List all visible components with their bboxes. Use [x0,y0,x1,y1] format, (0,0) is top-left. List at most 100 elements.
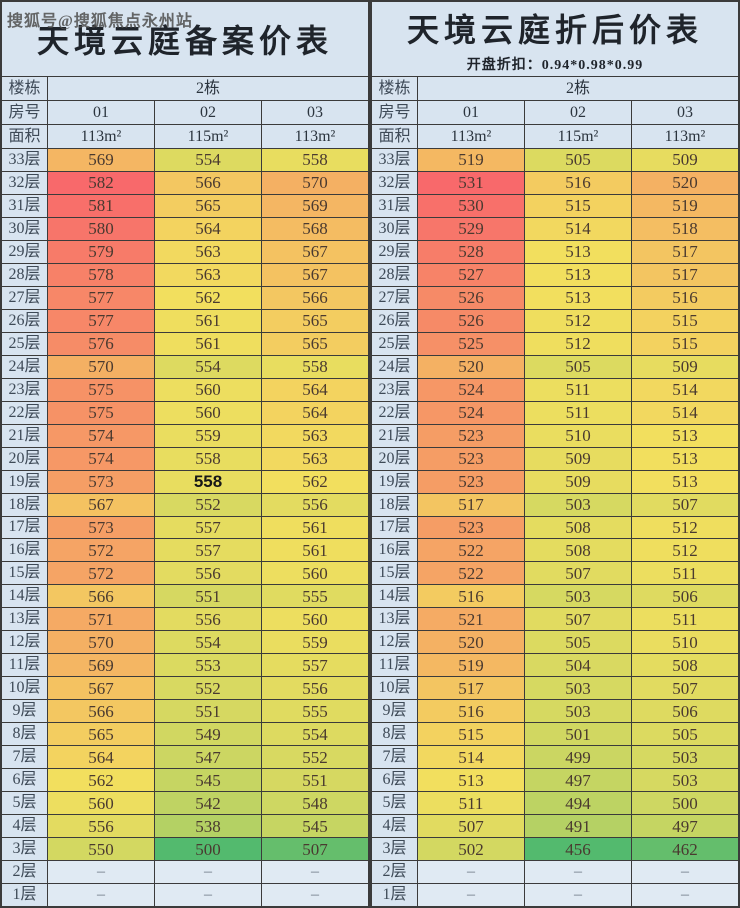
price-cell: 561 [262,539,368,562]
price-cell: 525 [418,332,525,355]
discounted-price-table: 天境云庭折后价表 开盘折扣：0.94*0.98*0.99 楼栋 2栋 房号 01 02 0… [370,0,740,908]
price-cell: 554 [262,723,368,746]
price-cell: 526 [418,286,525,309]
price-cell: 503 [632,746,738,769]
price-cell: 563 [155,263,262,286]
price-cell: 512 [632,516,738,539]
room-number: 02 [155,101,262,124]
floor-label: 12层 [372,631,418,654]
price-cell: 577 [48,286,155,309]
floor-label: 29层 [2,240,48,263]
table-row: 2层 – – – [372,861,738,884]
floor-label: 16层 [372,539,418,562]
header-row-building: 楼栋 2栋 [372,77,738,101]
price-cell: 516 [418,700,525,723]
price-cell: 519 [418,654,525,677]
price-cell: 513 [418,769,525,792]
table-row: 31层 581 565 569 [2,194,368,218]
price-cell: 565 [155,194,262,217]
table-row: 7层 514 499 503 [372,746,738,770]
price-cell: – [262,861,368,883]
price-cell: 517 [632,263,738,286]
table-row: 6层 562 545 551 [2,769,368,793]
recorded-table-header: 楼栋 2栋 房号 01 02 03 面积 113m² 115m² 113m² [2,77,368,149]
price-cell: 503 [525,493,632,516]
price-cell: 552 [155,677,262,700]
price-cell: 563 [262,424,368,447]
price-cell: 576 [48,332,155,355]
price-cell: 509 [632,149,738,171]
price-cell: 562 [155,286,262,309]
price-cell: 515 [632,309,738,332]
price-cell: 555 [262,585,368,608]
price-cell: 545 [155,769,262,792]
table-row: 14层 566 551 555 [2,585,368,609]
price-cell: 582 [48,171,155,194]
floor-label: 9层 [2,700,48,723]
price-cell: 581 [48,194,155,217]
floor-label: 12层 [2,631,48,654]
area-value: 113m² [664,127,706,145]
table-row: 12层 520 505 510 [372,631,738,655]
price-cell: 565 [262,332,368,355]
header-row-building: 楼栋 2栋 [2,77,368,101]
price-cell: 511 [525,401,632,424]
floor-label: 14层 [372,585,418,608]
price-cell: 518 [632,217,738,240]
price-cell: 542 [155,792,262,815]
price-cell: 554 [155,631,262,654]
floor-label: 21层 [2,424,48,447]
table-row: 9层 566 551 555 [2,700,368,724]
header-row-areas: 面积 113m² 115m² 113m² [372,125,738,149]
price-cell: 511 [632,562,738,585]
floor-label: 3层 [372,838,418,861]
price-cell: 491 [525,815,632,838]
price-cell: 558 [262,355,368,378]
table-row: 5层 560 542 548 [2,792,368,816]
price-cell: 517 [418,493,525,516]
table-row: 1层 – – – [2,884,368,906]
price-cell: 497 [525,769,632,792]
price-cell: 507 [632,677,738,700]
table-row: 25层 576 561 565 [2,332,368,356]
floor-label: 30层 [2,217,48,240]
price-cell: 494 [525,792,632,815]
price-cell: 551 [155,585,262,608]
price-cell: 516 [632,286,738,309]
floor-label: 5层 [372,792,418,815]
price-cell: 502 [418,838,525,861]
price-cell: 523 [418,470,525,493]
floor-label: 22层 [2,401,48,424]
table-row: 32层 531 516 520 [372,171,738,195]
table-row: 4层 556 538 545 [2,815,368,839]
table-row: 24层 520 505 509 [372,355,738,379]
price-cell: 556 [155,562,262,585]
price-cell: 564 [155,217,262,240]
price-cell: 520 [418,631,525,654]
table-row: 15层 522 507 511 [372,562,738,586]
floor-label: 7层 [372,746,418,769]
floor-label: 23层 [372,378,418,401]
area-value: 113m² [294,127,336,145]
price-cell: 557 [155,539,262,562]
price-cell: 556 [262,677,368,700]
table-row: 14层 516 503 506 [372,585,738,609]
price-cell: 519 [418,149,525,171]
price-cell: 523 [418,516,525,539]
price-cell: 512 [632,539,738,562]
table-row: 28层 578 563 567 [2,263,368,287]
price-cell: 519 [632,194,738,217]
table-row: 13层 571 556 560 [2,608,368,632]
discounted-table-header: 楼栋 2栋 房号 01 02 03 面积 113m² 115m² 113m² [372,77,738,149]
floor-label: 33层 [2,149,48,171]
price-cell: 523 [418,424,525,447]
price-cell: 508 [632,654,738,677]
price-cell: 526 [418,309,525,332]
floor-label: 20层 [372,447,418,470]
price-cell: 509 [632,355,738,378]
price-cell: 563 [155,240,262,263]
table-row: 27层 526 513 516 [372,286,738,310]
room-number: 01 [48,101,155,124]
floor-label: 10层 [372,677,418,700]
price-cell: 531 [418,171,525,194]
